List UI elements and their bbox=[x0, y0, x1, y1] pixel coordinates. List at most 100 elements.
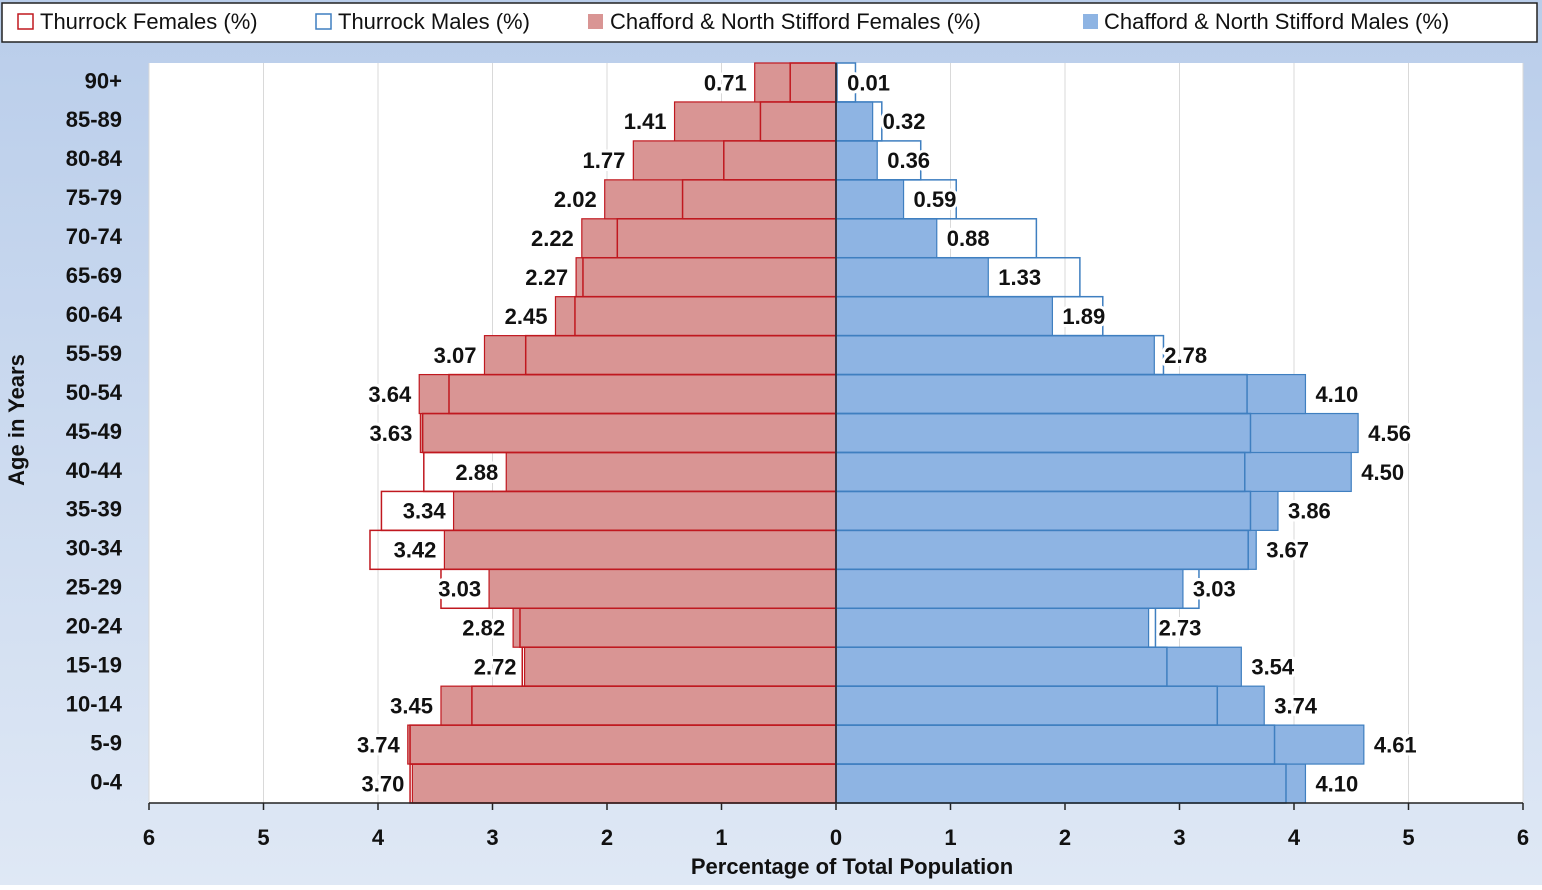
y-tick-label: 90+ bbox=[85, 68, 122, 93]
data-label: 3.54 bbox=[1251, 654, 1295, 679]
data-label: 3.74 bbox=[1274, 693, 1318, 718]
x-tick-label: 1 bbox=[944, 825, 956, 850]
data-label: 3.03 bbox=[1193, 577, 1236, 602]
x-tick-label: 6 bbox=[1517, 825, 1529, 850]
bar bbox=[835, 568, 1184, 609]
data-label: 3.70 bbox=[362, 771, 405, 796]
legend-swatch bbox=[588, 14, 603, 29]
data-label: 2.72 bbox=[474, 654, 517, 679]
x-tick-label: 6 bbox=[143, 825, 155, 850]
bar bbox=[581, 218, 837, 259]
bar bbox=[452, 490, 837, 531]
bar bbox=[419, 412, 837, 454]
bar bbox=[575, 257, 837, 298]
data-label: 0.36 bbox=[887, 148, 930, 173]
bar bbox=[523, 646, 837, 687]
x-tick-label: 4 bbox=[1288, 825, 1301, 850]
bar bbox=[407, 724, 837, 765]
data-label: 0.32 bbox=[883, 109, 926, 134]
bar bbox=[835, 451, 1352, 493]
legend-label: Thurrock Females (%) bbox=[40, 9, 258, 34]
y-tick-label: 55-59 bbox=[66, 341, 122, 366]
legend-label: Chafford & North Stifford Males (%) bbox=[1104, 9, 1449, 34]
data-label: 4.50 bbox=[1361, 460, 1404, 485]
legend-swatch bbox=[315, 13, 332, 30]
data-label: 2.73 bbox=[1159, 616, 1202, 641]
legend-swatch bbox=[1083, 14, 1098, 29]
bar bbox=[835, 373, 1307, 415]
data-label: 3.86 bbox=[1288, 499, 1331, 524]
data-label: 1.77 bbox=[583, 148, 626, 173]
y-tick-label: 5-9 bbox=[90, 730, 122, 755]
data-label: 2.02 bbox=[554, 187, 597, 212]
y-tick-label: 35-39 bbox=[66, 497, 122, 522]
bar bbox=[835, 724, 1365, 765]
y-tick-label: 10-14 bbox=[66, 691, 123, 716]
bar bbox=[554, 296, 837, 337]
x-tick-label: 4 bbox=[372, 825, 385, 850]
data-label: 3.34 bbox=[403, 499, 447, 524]
data-label: 3.07 bbox=[434, 343, 477, 368]
data-label: 1.33 bbox=[998, 265, 1041, 290]
y-tick-label: 85-89 bbox=[66, 107, 122, 132]
bar bbox=[835, 296, 1054, 337]
data-label: 0.88 bbox=[947, 226, 990, 251]
data-label: 2.22 bbox=[531, 226, 574, 251]
y-axis-title: Age in Years bbox=[4, 354, 29, 486]
data-label: 2.27 bbox=[525, 265, 568, 290]
y-tick-label: 65-69 bbox=[66, 263, 122, 288]
x-tick-label: 2 bbox=[1059, 825, 1071, 850]
y-tick-label: 45-49 bbox=[66, 419, 122, 444]
data-label: 0.01 bbox=[847, 70, 890, 95]
bar bbox=[505, 451, 837, 493]
bar bbox=[835, 529, 1257, 570]
bar bbox=[443, 529, 837, 570]
bar bbox=[754, 62, 837, 103]
data-label: 3.67 bbox=[1266, 538, 1309, 563]
legend-label: Chafford & North Stifford Females (%) bbox=[610, 9, 981, 34]
bar bbox=[835, 335, 1155, 376]
y-tick-label: 50-54 bbox=[66, 380, 123, 405]
bar bbox=[835, 685, 1265, 726]
data-label: 1.41 bbox=[624, 109, 667, 134]
data-label: 0.71 bbox=[704, 70, 747, 95]
x-tick-label: 1 bbox=[715, 825, 727, 850]
data-label: 3.45 bbox=[390, 693, 433, 718]
bar bbox=[835, 412, 1359, 454]
x-axis-title: Percentage of Total Population bbox=[691, 854, 1013, 879]
bar bbox=[418, 373, 837, 415]
data-label: 1.89 bbox=[1062, 304, 1105, 329]
x-tick-label: 5 bbox=[1402, 825, 1414, 850]
data-label: 4.61 bbox=[1374, 732, 1417, 757]
bar bbox=[440, 685, 837, 726]
data-label: 3.64 bbox=[368, 382, 412, 407]
data-label: 4.10 bbox=[1315, 382, 1358, 407]
data-label: 3.74 bbox=[357, 732, 401, 757]
bar bbox=[835, 257, 989, 298]
y-tick-label: 20-24 bbox=[66, 614, 123, 639]
bar bbox=[411, 763, 837, 804]
y-tick-label: 15-19 bbox=[66, 652, 122, 677]
y-tick-label: 25-29 bbox=[66, 575, 122, 600]
x-tick-label: 3 bbox=[486, 825, 498, 850]
bar bbox=[673, 101, 837, 142]
bar bbox=[512, 607, 837, 648]
bar bbox=[835, 607, 1150, 648]
data-label: 3.03 bbox=[438, 577, 481, 602]
x-tick-label: 3 bbox=[1173, 825, 1185, 850]
bar bbox=[835, 140, 878, 181]
legend-swatch bbox=[17, 13, 34, 30]
data-label: 4.56 bbox=[1368, 421, 1411, 446]
bar bbox=[835, 763, 1307, 804]
y-tick-label: 30-34 bbox=[66, 536, 123, 561]
bar bbox=[835, 646, 1242, 687]
bar bbox=[604, 179, 837, 220]
y-tick-label: 60-64 bbox=[66, 302, 123, 327]
data-label: 2.82 bbox=[462, 616, 505, 641]
data-label: 2.45 bbox=[505, 304, 548, 329]
legend-label: Thurrock Males (%) bbox=[338, 9, 530, 34]
y-tick-label: 75-79 bbox=[66, 185, 122, 210]
data-label: 3.42 bbox=[394, 538, 437, 563]
bar bbox=[835, 179, 905, 220]
y-tick-label: 40-44 bbox=[66, 458, 123, 483]
